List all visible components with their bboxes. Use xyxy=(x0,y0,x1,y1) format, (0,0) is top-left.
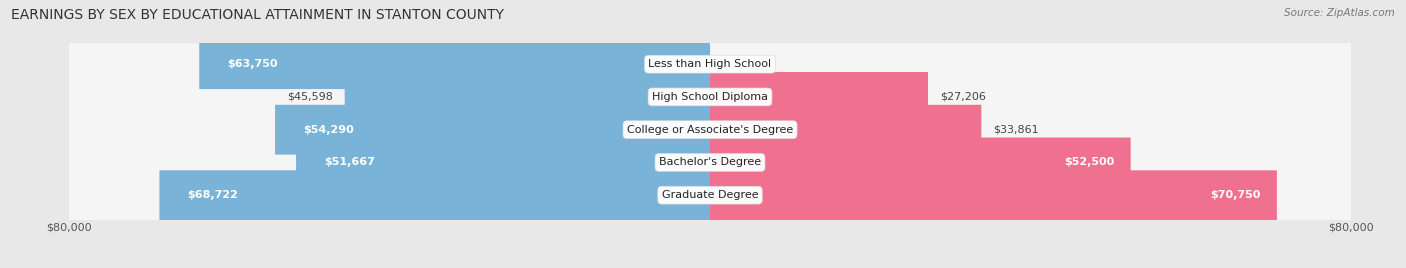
FancyBboxPatch shape xyxy=(710,137,1130,187)
Text: EARNINGS BY SEX BY EDUCATIONAL ATTAINMENT IN STANTON COUNTY: EARNINGS BY SEX BY EDUCATIONAL ATTAINMEN… xyxy=(11,8,505,22)
FancyBboxPatch shape xyxy=(69,59,1351,135)
Text: $63,750: $63,750 xyxy=(228,59,278,69)
Text: Less than High School: Less than High School xyxy=(648,59,772,69)
FancyBboxPatch shape xyxy=(344,72,710,122)
FancyBboxPatch shape xyxy=(69,124,1351,200)
FancyBboxPatch shape xyxy=(69,92,1351,168)
Text: $0: $0 xyxy=(734,59,748,69)
Text: $33,861: $33,861 xyxy=(994,125,1039,135)
Text: Source: ZipAtlas.com: Source: ZipAtlas.com xyxy=(1284,8,1395,18)
FancyBboxPatch shape xyxy=(710,72,928,122)
Text: $54,290: $54,290 xyxy=(304,125,354,135)
Text: $27,206: $27,206 xyxy=(941,92,986,102)
Text: $45,598: $45,598 xyxy=(287,92,333,102)
FancyBboxPatch shape xyxy=(159,170,710,220)
Text: Bachelor's Degree: Bachelor's Degree xyxy=(659,157,761,168)
Text: Graduate Degree: Graduate Degree xyxy=(662,190,758,200)
FancyBboxPatch shape xyxy=(710,170,1277,220)
Text: $52,500: $52,500 xyxy=(1064,157,1115,168)
FancyBboxPatch shape xyxy=(200,39,710,89)
Text: $51,667: $51,667 xyxy=(325,157,375,168)
FancyBboxPatch shape xyxy=(69,26,1351,102)
Text: College or Associate's Degree: College or Associate's Degree xyxy=(627,125,793,135)
FancyBboxPatch shape xyxy=(710,105,981,155)
Text: High School Diploma: High School Diploma xyxy=(652,92,768,102)
Text: $70,750: $70,750 xyxy=(1211,190,1261,200)
FancyBboxPatch shape xyxy=(276,105,710,155)
FancyBboxPatch shape xyxy=(297,137,710,187)
FancyBboxPatch shape xyxy=(69,157,1351,233)
Text: $68,722: $68,722 xyxy=(187,190,239,200)
